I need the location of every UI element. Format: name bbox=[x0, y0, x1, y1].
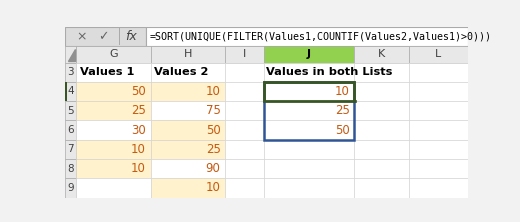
Bar bbox=[225, 46, 264, 63]
Text: 7: 7 bbox=[67, 144, 74, 154]
Bar bbox=[76, 101, 151, 120]
Bar bbox=[225, 178, 264, 198]
Text: 10: 10 bbox=[131, 143, 146, 156]
Text: 3: 3 bbox=[67, 67, 74, 77]
Text: 30: 30 bbox=[131, 124, 146, 137]
Bar bbox=[264, 120, 354, 140]
Bar bbox=[225, 63, 264, 82]
Bar bbox=[65, 63, 76, 82]
Text: Values in both Lists: Values in both Lists bbox=[266, 67, 392, 77]
Bar bbox=[151, 120, 225, 140]
Text: 5: 5 bbox=[67, 106, 74, 116]
Bar bbox=[151, 101, 225, 120]
Bar bbox=[76, 178, 151, 198]
Bar bbox=[354, 101, 409, 120]
Bar bbox=[65, 120, 76, 140]
Bar bbox=[409, 178, 468, 198]
Bar bbox=[151, 63, 225, 82]
Bar bbox=[76, 63, 151, 82]
Bar bbox=[264, 46, 354, 63]
Bar bbox=[151, 159, 225, 178]
Text: =SORT(UNIQUE(FILTER(Values1,COUNTIF(Values2,Values1)>0))): =SORT(UNIQUE(FILTER(Values1,COUNTIF(Valu… bbox=[150, 32, 491, 42]
Bar bbox=[146, 27, 468, 46]
Bar bbox=[264, 82, 354, 101]
Bar bbox=[76, 82, 151, 101]
Bar bbox=[264, 82, 354, 140]
Bar bbox=[225, 101, 264, 120]
Bar bbox=[225, 120, 264, 140]
Text: G: G bbox=[109, 50, 118, 59]
Bar bbox=[65, 159, 76, 178]
Bar bbox=[76, 120, 151, 140]
Bar bbox=[65, 178, 76, 198]
Text: K: K bbox=[378, 50, 385, 59]
Bar bbox=[409, 140, 468, 159]
Polygon shape bbox=[69, 49, 74, 61]
Text: Values 2: Values 2 bbox=[154, 67, 209, 77]
Bar bbox=[354, 82, 409, 101]
Text: fx: fx bbox=[126, 30, 137, 43]
Bar bbox=[354, 120, 409, 140]
Text: 75: 75 bbox=[206, 104, 220, 117]
Bar bbox=[264, 63, 354, 82]
Bar bbox=[65, 101, 76, 120]
Bar bbox=[151, 140, 225, 159]
Bar bbox=[354, 63, 409, 82]
Bar bbox=[151, 82, 225, 101]
Text: 25: 25 bbox=[131, 104, 146, 117]
Text: 9: 9 bbox=[67, 183, 74, 193]
Text: 50: 50 bbox=[206, 124, 220, 137]
Text: L: L bbox=[435, 50, 441, 59]
Bar bbox=[264, 140, 354, 159]
Bar bbox=[354, 178, 409, 198]
Bar bbox=[409, 63, 468, 82]
Bar bbox=[65, 27, 146, 46]
Text: ✓: ✓ bbox=[98, 30, 109, 43]
Text: 10: 10 bbox=[335, 85, 349, 98]
Text: 50: 50 bbox=[131, 85, 146, 98]
Bar bbox=[65, 140, 76, 159]
Bar bbox=[225, 82, 264, 101]
Text: 10: 10 bbox=[206, 85, 220, 98]
Bar bbox=[76, 159, 151, 178]
Bar bbox=[353, 100, 356, 102]
Bar bbox=[264, 101, 354, 120]
Bar bbox=[409, 46, 468, 63]
Text: 6: 6 bbox=[67, 125, 74, 135]
Text: 10: 10 bbox=[131, 162, 146, 175]
Bar bbox=[225, 140, 264, 159]
Bar bbox=[354, 46, 409, 63]
Text: 50: 50 bbox=[335, 124, 349, 137]
Bar bbox=[354, 159, 409, 178]
Bar bbox=[76, 46, 151, 63]
Text: 25: 25 bbox=[335, 104, 349, 117]
Bar bbox=[409, 120, 468, 140]
Bar bbox=[409, 159, 468, 178]
Text: ×: × bbox=[76, 30, 86, 43]
Bar bbox=[409, 101, 468, 120]
Bar bbox=[264, 178, 354, 198]
Bar bbox=[76, 140, 151, 159]
Text: J: J bbox=[307, 50, 311, 59]
Bar bbox=[65, 82, 76, 101]
Text: Values 1: Values 1 bbox=[80, 67, 134, 77]
Text: 25: 25 bbox=[206, 143, 220, 156]
Bar bbox=[264, 159, 354, 178]
Bar bbox=[409, 82, 468, 101]
Bar bbox=[65, 46, 76, 63]
Bar bbox=[65, 82, 67, 101]
Bar bbox=[264, 82, 354, 101]
Text: 8: 8 bbox=[67, 164, 74, 174]
Bar bbox=[354, 140, 409, 159]
Text: H: H bbox=[184, 50, 192, 59]
Text: I: I bbox=[243, 50, 246, 59]
Text: 10: 10 bbox=[206, 181, 220, 194]
Text: 90: 90 bbox=[206, 162, 220, 175]
Bar bbox=[151, 178, 225, 198]
Bar bbox=[151, 46, 225, 63]
Text: 4: 4 bbox=[67, 87, 74, 97]
Bar bbox=[225, 159, 264, 178]
